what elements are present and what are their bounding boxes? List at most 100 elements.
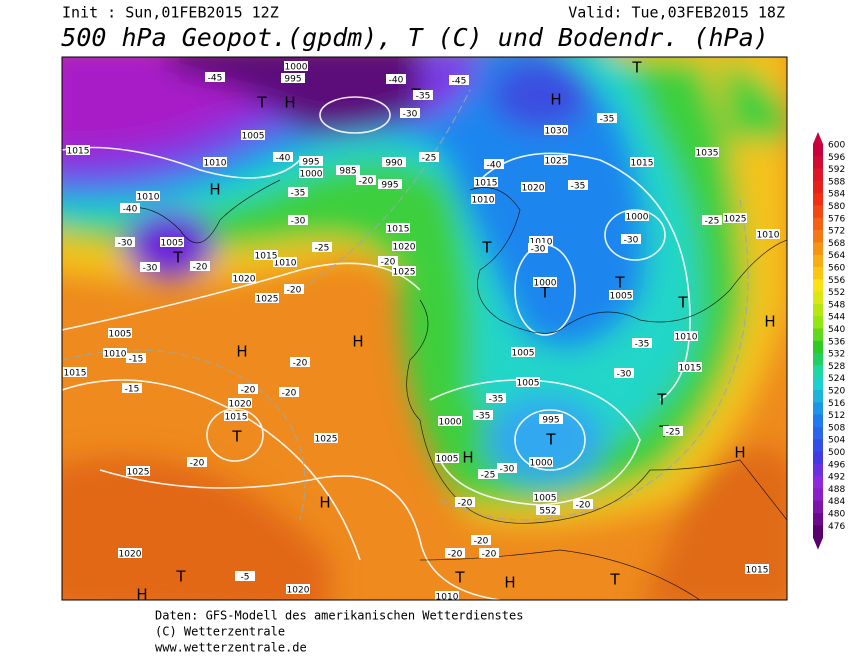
pressure-center: H <box>284 94 295 112</box>
colorbar-swatch <box>813 303 823 317</box>
isotherm-label-box <box>190 261 210 271</box>
colorbar-swatch <box>813 242 823 256</box>
isobar-label: 1000 <box>626 213 649 223</box>
colorbar-swatch <box>813 156 823 170</box>
isobar-label-box <box>544 125 568 135</box>
isobar-label-box <box>630 157 654 167</box>
isobar-label-box <box>435 453 459 463</box>
isobar-label-box <box>471 194 495 204</box>
footer-copyright: (C) Wetterzentrale <box>155 625 285 639</box>
colorbar-tick-label: 552 <box>828 288 845 298</box>
isobar-label: 1015 <box>475 179 498 189</box>
isotherm-label: -30 <box>531 245 546 255</box>
isotherm-label-box <box>288 187 308 197</box>
isobar-label: 1000 <box>439 418 462 428</box>
pressure-center: H <box>352 333 363 351</box>
colorbar-swatch <box>813 525 823 539</box>
pressure-center: H <box>462 449 473 467</box>
colorbar-swatch <box>813 340 823 354</box>
isotherm-label: -20 <box>576 501 591 511</box>
isotherm-label: -20 <box>458 499 473 509</box>
isobar-label-box <box>529 236 553 246</box>
colorbar-tick-label: 580 <box>828 202 845 212</box>
isotherm-label: -30 <box>624 236 639 246</box>
isobar-label-box <box>378 179 402 189</box>
colorbar-tick-label: 496 <box>828 460 845 470</box>
isobar-label-box <box>273 257 297 267</box>
colorbar-tick-label: 536 <box>828 337 845 347</box>
isobar-label-box <box>674 331 698 341</box>
isotherm-label-box <box>573 499 593 509</box>
colorbar: 600 596 592 588 584 580 576 572 568 564 560 556 552 5… <box>813 132 845 550</box>
isobar-label: 1015 <box>746 566 769 576</box>
isobar-label: 1015 <box>64 369 87 379</box>
pressure-center: T <box>172 249 183 267</box>
isotherm-label: -45 <box>452 77 467 87</box>
isotherm-label: -45 <box>208 74 223 84</box>
pressure-center: T <box>631 59 642 77</box>
isobar-label-box <box>386 223 410 233</box>
valid-time: Valid: Tue,03FEB2015 18Z <box>568 4 785 22</box>
colorbar-swatch <box>813 402 823 416</box>
colorbar-swatch <box>813 254 823 268</box>
colorbar-tick-label: 480 <box>828 510 845 520</box>
isotherm-label-box <box>273 152 293 162</box>
isobar-label: 995 <box>381 181 398 191</box>
isotherm-label: -35 <box>291 189 306 199</box>
isobar-label: 1010 <box>530 238 553 248</box>
isotherm-label-box <box>702 215 722 225</box>
isobar-label: 1025 <box>256 295 279 305</box>
colorbar-tick-label: 492 <box>828 473 845 483</box>
footer-source: Daten: GFS-Modell des amerikanischen Wet… <box>155 609 523 623</box>
isobar-label: 1025 <box>545 157 568 167</box>
isobar-label: 1005 <box>109 330 132 340</box>
isotherm-label-box <box>455 497 475 507</box>
isotherm-label-box <box>279 387 299 397</box>
isotherm-label-box <box>122 383 142 393</box>
init-time: Init : Sun,01FEB2015 12Z <box>62 4 279 22</box>
map-field: HTTHTHTTTTTHHHTHHTTHTHTTTH10009951005101… <box>62 57 787 600</box>
isobar-label: 1000 <box>300 170 323 180</box>
colorbar-swatch <box>813 316 823 329</box>
isotherm-label-box <box>386 74 406 84</box>
isotherm-label: -20 <box>474 537 489 547</box>
colorbar-tick-label: 500 <box>828 448 845 458</box>
isotherm-label-box <box>140 262 160 272</box>
isotherm-label-box <box>445 548 465 558</box>
isotherm-label: -25 <box>666 428 681 438</box>
isobar-label: 1010 <box>204 159 227 169</box>
isotherm-label: -35 <box>600 115 615 125</box>
isobar-label: 1030 <box>545 127 568 137</box>
colorbar-tick-label: 596 <box>828 153 845 163</box>
isobar-label-box <box>745 564 769 574</box>
isotherm-label-box <box>473 410 493 420</box>
isobar-label: 1020 <box>233 275 256 285</box>
isobar-label: 990 <box>385 159 402 169</box>
isotherm-label: -20 <box>448 550 463 560</box>
isobar-label: 1010 <box>104 350 127 360</box>
isotherm-label-box <box>419 152 439 162</box>
isobar-label: 1015 <box>387 225 410 235</box>
pressure-center: T <box>481 239 492 257</box>
isotherm-label: -25 <box>481 471 496 481</box>
isotherm-label-box <box>621 234 641 244</box>
isobar-label-box <box>255 293 279 303</box>
isotherm-label: -35 <box>489 395 504 405</box>
isotherm-label: -20 <box>190 459 205 469</box>
isobar-label: 1000 <box>534 279 557 289</box>
isotherm-label: -40 <box>123 205 138 215</box>
isobar-label-box <box>678 362 702 372</box>
isotherm-label: -40 <box>276 154 291 164</box>
isobar-label: 1015 <box>67 147 90 157</box>
isobar-label-box <box>103 348 127 358</box>
colorbar-tick-label: 484 <box>828 497 845 507</box>
colorbar-swatch <box>813 377 823 391</box>
pressure-center: H <box>734 444 745 462</box>
isobar-label: 1005 <box>610 292 633 302</box>
colorbar-swatch <box>813 390 823 403</box>
pressure-center: T <box>231 428 242 446</box>
colorbar-swatch <box>813 414 823 428</box>
isotherm-label: -20 <box>482 550 497 560</box>
colorbar-tick-label: 572 <box>828 227 845 237</box>
isotherm-label: -40 <box>487 161 502 171</box>
